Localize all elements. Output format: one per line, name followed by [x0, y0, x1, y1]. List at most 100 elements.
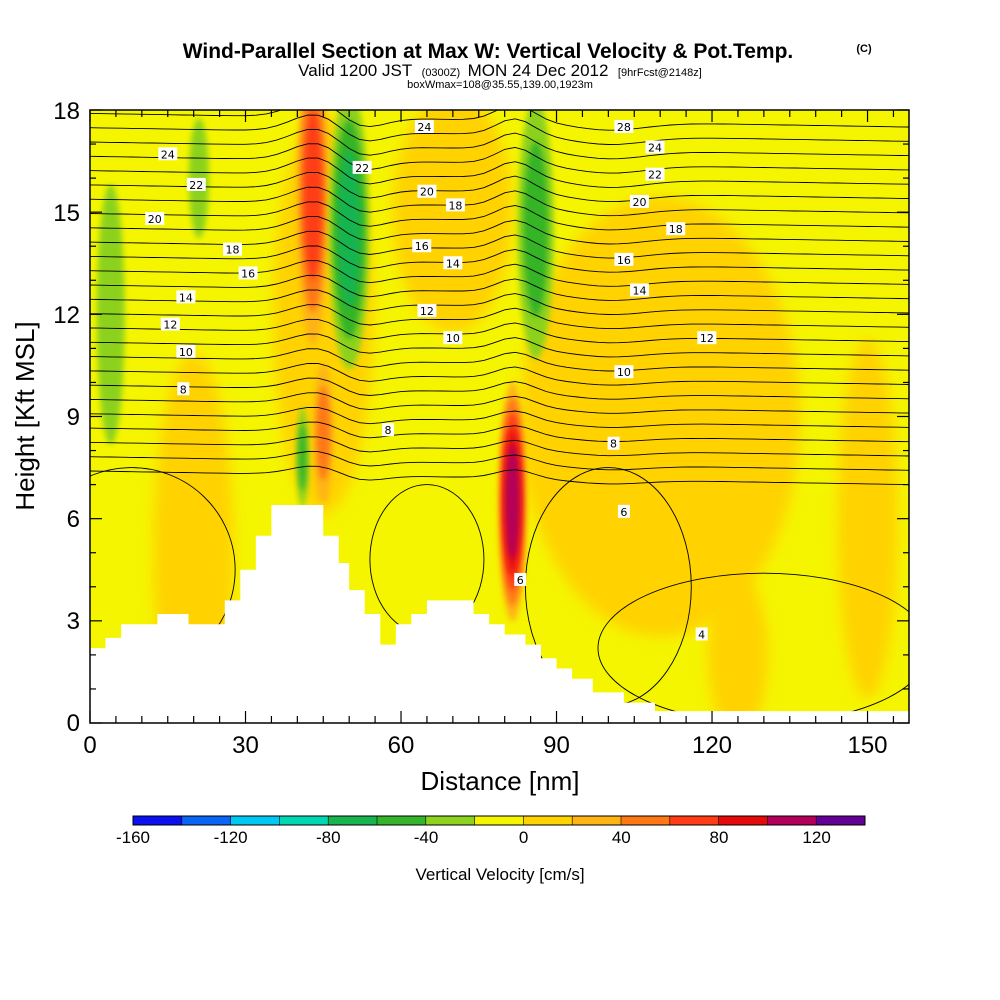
y-tick-labels: 0 3 6 9 12 15 18 [53, 98, 80, 737]
contour-label-text: 22 [648, 169, 662, 182]
velocity-band [520, 196, 801, 637]
contour-label-text: 22 [355, 162, 369, 175]
theta-contour [90, 318, 909, 344]
contour-label-text: 8 [385, 424, 392, 437]
theta-contour [90, 348, 909, 372]
contour-label: 28 [614, 120, 634, 134]
contour-label-box [629, 194, 649, 208]
contour-label-text: 8 [610, 438, 617, 451]
chart-title: Wind-Parallel Section at Max W: Vertical… [183, 40, 794, 63]
colorbar-segment [133, 816, 183, 825]
y-tick-label: 15 [53, 200, 80, 227]
contour-label: 14 [176, 290, 196, 304]
contour-label-text: 16 [241, 267, 255, 280]
theta-contour [90, 289, 909, 315]
contour-label-text: 14 [179, 291, 193, 304]
contour-label-box [238, 266, 258, 280]
contour-label: 12 [160, 317, 180, 332]
y-tick-label: 6 [67, 506, 80, 533]
theta-contour [90, 406, 909, 428]
contour-label-box [614, 120, 634, 134]
x-tick-label: 90 [543, 732, 570, 759]
contour-label-text: 10 [617, 366, 631, 379]
terrain-mask [90, 505, 909, 723]
contour-label-box [666, 222, 686, 236]
colorbar-tick-label: -160 [116, 828, 150, 847]
y-tick-label: 9 [67, 404, 80, 431]
colorbar-segment [474, 816, 524, 825]
theta-contour [90, 304, 909, 330]
contour-label-box [352, 160, 372, 174]
contour-label-text: 6 [517, 574, 524, 587]
contour-label-text: 14 [446, 257, 460, 270]
velocity-cell [313, 363, 334, 504]
contour-label-box [176, 290, 196, 304]
contour-label-text: 24 [417, 121, 431, 134]
contour-label: 16 [238, 266, 258, 280]
colorbar-segment [328, 816, 378, 825]
contour-label-box [160, 317, 180, 331]
colorbar-tick-label: 120 [802, 828, 830, 847]
contour-label-box [414, 120, 434, 134]
x-axis-label: Distance [nm] [421, 766, 580, 796]
contour-label-text: 24 [161, 148, 175, 161]
contour-label-text: 20 [148, 213, 162, 226]
contour-label: 6 [617, 504, 630, 519]
colorbar-frame [132, 815, 866, 826]
contour-label: 10 [614, 365, 634, 379]
contour-label-box [629, 283, 649, 297]
theta-contour [90, 114, 909, 145]
theta-contour [90, 465, 909, 486]
contour-label: 14 [629, 283, 649, 297]
contour-label: 6 [514, 572, 527, 587]
title-copyright-mark: (C) [856, 43, 872, 55]
x-tick-labels: 0 30 60 90 120 150 [83, 732, 887, 759]
velocity-band [707, 574, 768, 723]
contour-label: 18 [223, 242, 243, 257]
contour-label: 12 [417, 303, 437, 318]
contour-label: 8 [177, 382, 190, 396]
contour-label-box [514, 572, 527, 586]
x-tick-label: 30 [232, 732, 259, 759]
colorbar-segment [181, 816, 232, 825]
theta-contour [90, 377, 909, 400]
velocity-cell [296, 407, 309, 508]
colorbar-segment [523, 816, 573, 825]
x-tick-label: 60 [388, 732, 415, 759]
velocity-cell [296, 110, 329, 346]
colorbar [132, 815, 866, 826]
colorbar-segment [718, 816, 768, 825]
contour-label-text: 16 [617, 254, 631, 267]
contour-label-box [177, 382, 190, 396]
theta-contour [90, 274, 909, 301]
colorbar-segment [816, 816, 866, 825]
theta-contour [90, 143, 909, 174]
contour-label-box [645, 167, 665, 181]
colorbar-segment [767, 816, 817, 825]
contour-label-box [445, 198, 465, 212]
velocity-band [303, 110, 322, 281]
theta-contour [90, 216, 909, 245]
contour-label-box [443, 256, 463, 270]
contour-label-box [617, 504, 630, 518]
theta-contour [90, 186, 909, 217]
contour-label-box [412, 239, 432, 253]
contour-label: 20 [417, 184, 437, 199]
colorbar-segment [279, 816, 329, 825]
contour-label: 12 [697, 331, 717, 345]
contour-label-text: 10 [179, 346, 193, 359]
contour-label-text: 4 [698, 628, 705, 641]
colorbar-segment [621, 816, 671, 825]
velocity-field [96, 110, 898, 723]
theta-contour [90, 245, 909, 273]
contour-label-text: 20 [632, 196, 646, 209]
contour-label-text: 16 [415, 240, 429, 253]
contour-label-box [645, 140, 665, 154]
contour-label: 22 [645, 167, 665, 182]
theta-contour [90, 172, 909, 203]
contour-label: 18 [666, 222, 686, 236]
contour-label-box [223, 242, 243, 256]
contour-label-text: 28 [617, 121, 631, 134]
contour-label: 24 [414, 120, 434, 134]
contour-label: 8 [382, 423, 395, 437]
